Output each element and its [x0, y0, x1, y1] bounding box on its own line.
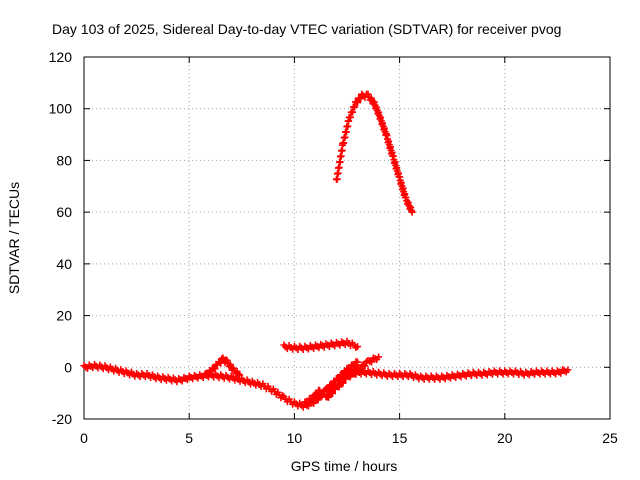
data-point [354, 99, 362, 107]
y-tick-label: 0 [64, 359, 72, 375]
data-point [339, 379, 347, 387]
x-tick-label: 20 [497, 430, 513, 446]
data-point [316, 387, 324, 395]
y-tick-label: 40 [56, 256, 72, 272]
data-point [557, 369, 565, 377]
data-point [304, 399, 312, 407]
y-tick-label: -20 [52, 411, 72, 427]
data-point [368, 358, 376, 366]
data-point [205, 371, 213, 379]
y-axis-label: SDTVAR / TECUs [6, 182, 22, 294]
data-point [325, 393, 333, 401]
data-points [80, 90, 572, 411]
series-recovery-10h [301, 386, 324, 407]
data-point [178, 377, 186, 385]
series-main-trace [80, 360, 572, 411]
x-tick-label: 0 [80, 430, 88, 446]
y-tick-label: 100 [49, 101, 73, 117]
data-point [354, 358, 362, 366]
y-tick-labels: -20 0 20 40 60 80 100 120 [49, 49, 73, 427]
data-point [183, 376, 191, 384]
x-tick-label: 15 [392, 430, 408, 446]
data-point [236, 371, 244, 379]
data-point [375, 353, 383, 361]
data-point [234, 370, 242, 378]
data-point [351, 370, 359, 378]
series-high-arc [332, 90, 416, 216]
x-tick-label: 25 [602, 430, 618, 446]
x-axis-label: GPS time / hours [291, 458, 398, 474]
data-point [346, 365, 354, 373]
x-tick-label: 5 [185, 430, 193, 446]
series-upper-branch [280, 337, 362, 353]
data-point [314, 391, 322, 399]
y-tick-label: 60 [56, 204, 72, 220]
data-point [308, 396, 316, 404]
data-point [361, 362, 369, 370]
data-point [408, 208, 416, 216]
data-point [278, 392, 286, 400]
x-tick-labels: 0 5 10 15 20 25 [80, 430, 618, 446]
series-rising-2 [322, 353, 383, 401]
y-tick-label: 80 [56, 152, 72, 168]
data-point [564, 366, 572, 374]
data-point [357, 365, 365, 373]
y-tick-label: 120 [49, 49, 73, 65]
grid-lines [84, 57, 610, 419]
data-point [346, 373, 354, 381]
y-tick-label: 20 [56, 308, 72, 324]
series-bump-6h [202, 354, 244, 379]
data-point [329, 389, 337, 397]
data-point [354, 343, 362, 351]
tick-marks [83, 56, 611, 420]
data-point [335, 383, 343, 391]
x-tick-label: 10 [287, 430, 303, 446]
data-point [211, 365, 219, 373]
chart-title: Day 103 of 2025, Sidereal Day-to-day VTE… [52, 21, 561, 37]
plot-frame [83, 56, 611, 420]
